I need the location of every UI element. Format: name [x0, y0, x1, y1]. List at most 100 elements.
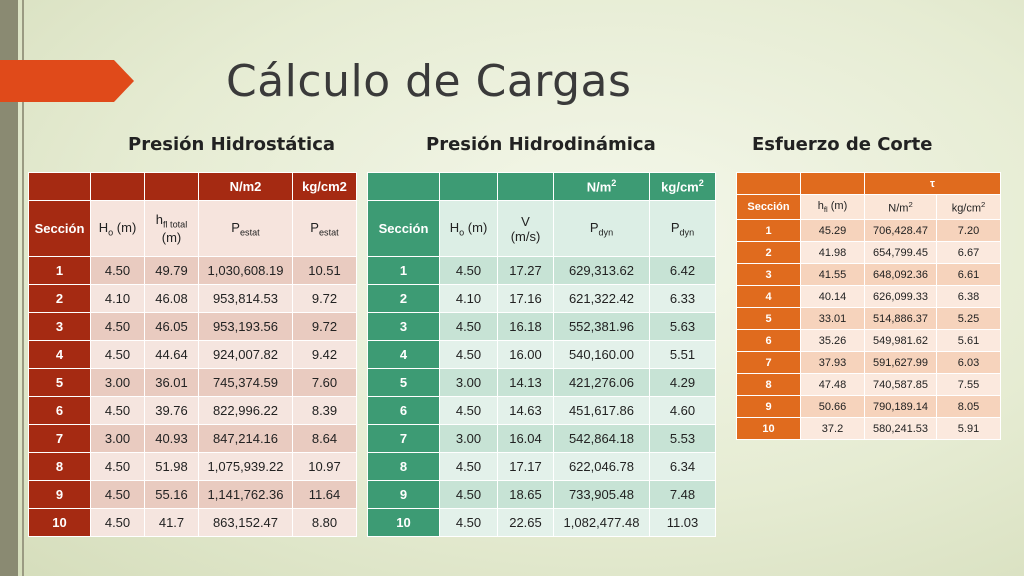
table-row: 3 4.50 16.18 552,381.96 5.63 — [367, 312, 716, 341]
empty-cell — [367, 172, 440, 201]
seccion-cell: 7 — [28, 424, 91, 453]
table-row: 9 4.50 55.16 1,141,762.36 11.64 — [28, 480, 357, 509]
pdyn-kg-cell: 6.42 — [649, 256, 716, 285]
shear-subtitle: Esfuerzo de Corte — [752, 134, 933, 155]
tau-n-cell: 626,099.33 — [864, 285, 937, 308]
table-row: 2 4.10 17.16 621,322.42 6.33 — [367, 284, 716, 313]
table-row: 9 4.50 18.65 733,905.48 7.48 — [367, 480, 716, 509]
tau-n-cell: 740,587.85 — [864, 373, 937, 396]
velocity-cell: 16.04 — [497, 424, 554, 453]
tau-kg-cell: 6.38 — [936, 285, 1001, 308]
hfl-cell: 41.98 — [800, 241, 865, 264]
table-row: 6 4.50 14.63 451,617.86 4.60 — [367, 396, 716, 425]
pdyn-n-cell: 540,160.00 — [553, 340, 650, 369]
tau-kg-cell: 7.20 — [936, 219, 1001, 242]
unit-kg-header: kg/cm2 — [292, 172, 357, 201]
hfl-total-cell: 36.01 — [144, 368, 199, 397]
empty-cell — [90, 172, 145, 201]
tau-n-cell: 549,981.62 — [864, 329, 937, 352]
hfl-cell: 33.01 — [800, 307, 865, 330]
h-cell: 4.50 — [439, 480, 498, 509]
pdyn-kg-cell: 5.53 — [649, 424, 716, 453]
h-cell: 4.50 — [439, 312, 498, 341]
table-row: 6 4.50 39.76 822,996.22 8.39 — [28, 396, 357, 425]
tau-n-cell: 654,799.45 — [864, 241, 937, 264]
pdyn-n-cell: 451,617.86 — [553, 396, 650, 425]
table-row: 6 35.26 549,981.62 5.61 — [736, 329, 1001, 352]
pdyn-kg-header: Pdyn — [649, 200, 716, 257]
seccion-cell: 5 — [367, 368, 440, 397]
tau-kg-cell: 8.05 — [936, 395, 1001, 418]
tau-n-cell: 648,092.36 — [864, 263, 937, 286]
hfl-total-cell: 55.16 — [144, 480, 199, 509]
hydrodynamic-table: N/m2 kg/cm2 Sección Ho (m) V (m/s) Pdyn P… — [367, 172, 716, 537]
table-row: 8 47.48 740,587.85 7.55 — [736, 373, 1001, 396]
seccion-cell: 7 — [367, 424, 440, 453]
h-cell: 4.50 — [439, 256, 498, 285]
seccion-cell: 4 — [367, 340, 440, 369]
table-row: 1 4.50 17.27 629,313.62 6.42 — [367, 256, 716, 285]
unit-n-header: N/m2 — [553, 172, 650, 201]
hydrostatic-table: N/m2 kg/cm2 Sección Ho (m) hfl total (m) … — [28, 172, 357, 537]
empty-cell — [439, 172, 498, 201]
h-cell: 4.50 — [439, 340, 498, 369]
table-row: 2 4.10 46.08 953,814.53 9.72 — [28, 284, 357, 313]
seccion-cell: 4 — [736, 285, 801, 308]
tau-n-cell: 790,189.14 — [864, 395, 937, 418]
empty-cell — [497, 172, 554, 201]
table-row: 10 4.50 41.7 863,152.47 8.80 — [28, 508, 357, 537]
h-cell: 4.10 — [90, 284, 145, 313]
hfl-cell: 37.2 — [800, 417, 865, 440]
seccion-cell: 2 — [736, 241, 801, 264]
h-cell: 4.50 — [90, 256, 145, 285]
seccion-header: Sección — [736, 194, 801, 220]
seccion-header: Sección — [367, 200, 440, 257]
pdyn-n-cell: 629,313.62 — [553, 256, 650, 285]
seccion-cell: 5 — [736, 307, 801, 330]
table-row: 5 3.00 14.13 421,276.06 4.29 — [367, 368, 716, 397]
pestat-n-cell: 1,075,939.22 — [198, 452, 293, 481]
slide-title: Cálculo de Cargas — [226, 56, 632, 107]
seccion-cell: 9 — [736, 395, 801, 418]
unit-kg-header: kg/cm2 — [649, 172, 716, 201]
table-row: 3 4.50 46.05 953,193.56 9.72 — [28, 312, 357, 341]
seccion-cell: 4 — [28, 340, 91, 369]
tau-n-cell: 706,428.47 — [864, 219, 937, 242]
seccion-cell: 2 — [367, 284, 440, 313]
pestat-kg-cell: 7.60 — [292, 368, 357, 397]
pdyn-n-header: Pdyn — [553, 200, 650, 257]
empty-cell — [800, 172, 865, 195]
hfl-total-cell: 51.98 — [144, 452, 199, 481]
table-row: 7 3.00 40.93 847,214.16 8.64 — [28, 424, 357, 453]
pestat-n-header: Pestat — [198, 200, 293, 257]
pdyn-kg-cell: 7.48 — [649, 480, 716, 509]
pdyn-kg-cell: 11.03 — [649, 508, 716, 537]
pestat-n-cell: 822,996.22 — [198, 396, 293, 425]
hfl-cell: 40.14 — [800, 285, 865, 308]
h-cell: 4.50 — [90, 340, 145, 369]
pestat-kg-cell: 10.97 — [292, 452, 357, 481]
h-cell: 3.00 — [90, 424, 145, 453]
hydrodynamic-unit-row: N/m2 kg/cm2 — [367, 172, 716, 201]
seccion-cell: 6 — [367, 396, 440, 425]
velocity-header: V (m/s) — [497, 200, 554, 257]
velocity-cell: 16.00 — [497, 340, 554, 369]
seccion-cell: 1 — [28, 256, 91, 285]
table-row: 1 4.50 49.79 1,030,608.19 10.51 — [28, 256, 357, 285]
table-row: 8 4.50 51.98 1,075,939.22 10.97 — [28, 452, 357, 481]
velocity-cell: 17.27 — [497, 256, 554, 285]
h-cell: 4.50 — [439, 508, 498, 537]
seccion-cell: 8 — [28, 452, 91, 481]
h-cell: 4.50 — [90, 452, 145, 481]
hfl-cell: 50.66 — [800, 395, 865, 418]
pestat-n-cell: 1,141,762.36 — [198, 480, 293, 509]
hfl-total-cell: 49.79 — [144, 256, 199, 285]
hfl-cell: 35.26 — [800, 329, 865, 352]
pdyn-n-cell: 733,905.48 — [553, 480, 650, 509]
seccion-cell: 1 — [736, 219, 801, 242]
pestat-n-cell: 847,214.16 — [198, 424, 293, 453]
velocity-cell: 16.18 — [497, 312, 554, 341]
seccion-cell: 9 — [367, 480, 440, 509]
velocity-cell: 17.16 — [497, 284, 554, 313]
table-row: 5 3.00 36.01 745,374.59 7.60 — [28, 368, 357, 397]
